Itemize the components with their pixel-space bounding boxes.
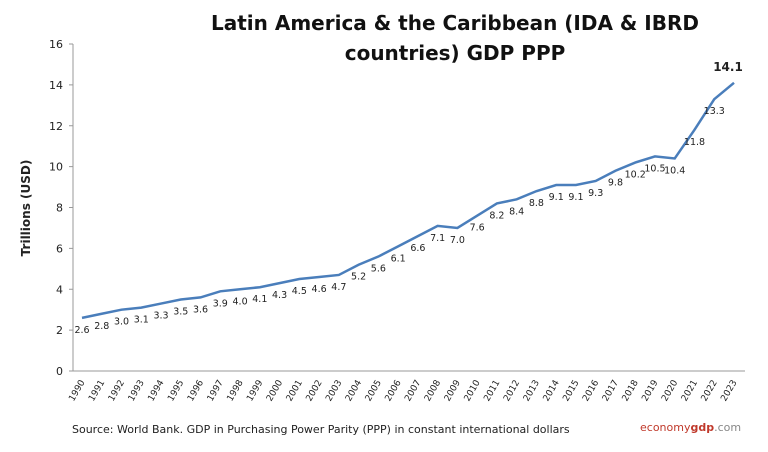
data-label: 7.1 (430, 233, 445, 244)
x-tick-label: 1993 (127, 379, 147, 404)
data-label: 9.1 (549, 192, 564, 203)
y-tick-label: 12 (49, 120, 63, 133)
y-tick-label: 14 (49, 79, 63, 92)
x-tick-label: 2011 (482, 378, 502, 403)
data-label: 5.6 (371, 264, 386, 275)
data-label: 3.3 (153, 311, 168, 322)
data-label: 14.1 (713, 60, 743, 74)
data-label: 2.6 (74, 325, 89, 336)
x-tick-label: 2008 (423, 378, 443, 403)
y-tick-label: 2 (56, 324, 63, 337)
data-label: 7.6 (470, 223, 485, 234)
x-tick-label: 2006 (384, 378, 404, 403)
data-label: 4.5 (292, 286, 307, 297)
data-label: 6.6 (410, 243, 425, 254)
x-tick-label: 2023 (719, 379, 739, 404)
data-label: 11.8 (684, 137, 705, 148)
data-label: 9.1 (568, 192, 583, 203)
x-tick-label: 2004 (344, 378, 364, 403)
data-label: 7.0 (450, 235, 465, 246)
x-tick-label: 2016 (581, 378, 601, 403)
x-tick-label: 1991 (87, 379, 107, 404)
data-label: 9.8 (608, 178, 623, 189)
x-tick-label: 1996 (186, 378, 206, 403)
data-label: 10.2 (625, 170, 646, 181)
data-label: 10.5 (644, 163, 665, 174)
x-tick-label: 1994 (147, 378, 167, 403)
y-axis-label: Trillions (USD) (19, 160, 33, 257)
x-tick-label: 2005 (364, 379, 384, 404)
x-tick-label: 1997 (206, 379, 226, 404)
x-tick-label: 2018 (621, 378, 641, 403)
data-label: 4.0 (233, 296, 248, 307)
x-tick-label: 2009 (443, 378, 463, 403)
x-tick-label: 2014 (542, 378, 562, 403)
x-tick-label: 1990 (67, 378, 87, 403)
data-label: 3.5 (173, 306, 188, 317)
data-label: 4.1 (252, 294, 267, 305)
data-label: 9.3 (588, 188, 603, 199)
x-tick-label: 2017 (601, 379, 621, 404)
x-tick-label: 1998 (226, 378, 246, 403)
x-tick-label: 2001 (285, 379, 305, 404)
x-tick-label: 2003 (324, 379, 344, 404)
x-tick-label: 2012 (502, 379, 522, 404)
data-label: 13.3 (704, 106, 725, 117)
source-note: Source: World Bank. GDP in Purchasing Po… (72, 423, 570, 436)
y-tick-label: 6 (56, 242, 63, 255)
y-tick-label: 16 (49, 38, 63, 51)
data-label: 3.9 (213, 298, 228, 309)
data-label: 8.2 (489, 210, 504, 221)
watermark: economygdp.com (640, 421, 741, 434)
data-line (81, 81, 735, 320)
x-tick-label: 1992 (107, 379, 127, 404)
data-label: 6.1 (391, 253, 406, 264)
x-tick-label: 2007 (403, 379, 423, 404)
x-tick-label: 2010 (463, 378, 483, 403)
watermark-part: .com (714, 421, 741, 434)
x-tick-label: 1999 (245, 378, 265, 403)
watermark-part: economy (640, 421, 691, 434)
data-label: 8.8 (529, 198, 544, 209)
x-tick-label: 2019 (640, 378, 660, 403)
x-tick-label: 2020 (660, 378, 680, 403)
data-label: 3.0 (114, 317, 129, 328)
y-tick-label: 8 (56, 202, 63, 215)
y-tick-label: 10 (49, 161, 63, 174)
data-label: 8.4 (509, 206, 524, 217)
data-label: 4.7 (331, 282, 346, 293)
x-tick-label: 2002 (305, 379, 325, 404)
data-label: 10.4 (664, 165, 685, 176)
data-label: 3.6 (193, 304, 208, 315)
chart-title: Latin America & the Caribbean (IDA & IBR… (210, 11, 699, 65)
y-tick-label: 4 (56, 283, 63, 296)
data-label: 3.1 (134, 315, 149, 326)
y-tick-label: 0 (56, 365, 63, 378)
data-label: 4.6 (312, 284, 327, 295)
x-tick-label: 1995 (166, 379, 186, 404)
x-tick-label: 2015 (561, 379, 581, 404)
data-label: 5.2 (351, 272, 366, 283)
data-label: 4.3 (272, 290, 287, 301)
x-tick-label: 2000 (265, 378, 285, 403)
x-tick-label: 2022 (700, 379, 720, 404)
x-tick-label: 2021 (680, 379, 700, 404)
watermark-part: gdp (690, 421, 714, 434)
data-label: 2.8 (94, 321, 109, 332)
x-tick-label: 2013 (522, 379, 542, 404)
